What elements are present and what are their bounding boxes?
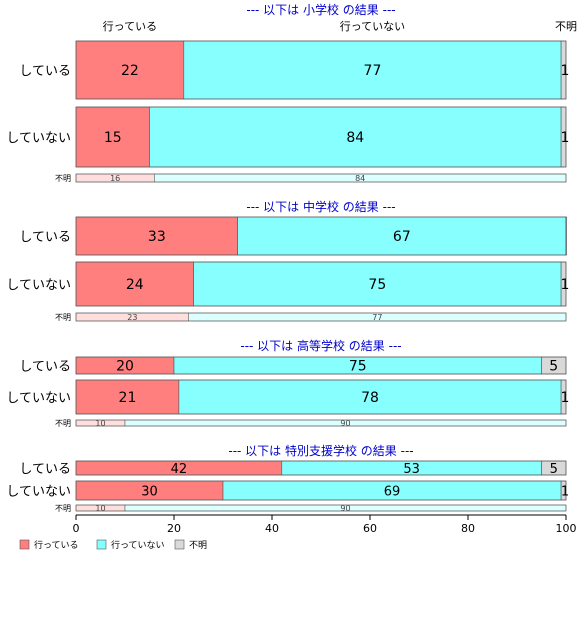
- data-label: 10: [95, 504, 105, 513]
- row-label: 不明: [55, 313, 71, 322]
- bar-frame: [75, 40, 567, 100]
- bar-frame: [75, 379, 567, 415]
- data-label: 42: [171, 462, 188, 477]
- legend-label: 不明: [189, 540, 207, 551]
- bar-frame: [75, 106, 567, 168]
- data-label: 20: [116, 359, 134, 375]
- bar-frame: [75, 356, 567, 375]
- bar-frame: [75, 504, 567, 512]
- data-label: 16: [110, 174, 120, 183]
- row-label: していない: [6, 485, 71, 500]
- data-label: 1: [561, 63, 570, 79]
- data-label: 69: [384, 485, 401, 500]
- data-label: 21: [119, 390, 137, 406]
- bar-frame: [75, 460, 567, 476]
- row-label: していない: [6, 131, 71, 146]
- x-tick-label: 40: [265, 522, 279, 535]
- data-label: 5: [550, 462, 558, 477]
- data-label: 78: [361, 390, 379, 406]
- section-title: --- 以下は 小学校 の結果 ---: [246, 2, 395, 17]
- section-title: --- 以下は 特別支援学校 の結果 ---: [228, 443, 413, 458]
- data-label: 1: [561, 390, 570, 406]
- legend-label: 行っていない: [111, 539, 165, 551]
- data-label: 75: [368, 277, 386, 293]
- data-label: 84: [355, 174, 365, 183]
- bar-frame: [75, 261, 567, 307]
- x-tick-label: 100: [556, 522, 577, 535]
- data-label: 90: [340, 504, 350, 513]
- row-label: している: [19, 360, 71, 375]
- data-label: 1: [561, 277, 570, 293]
- bar-frame: [75, 480, 567, 501]
- data-label: 53: [403, 462, 420, 477]
- row-label: 不明: [55, 419, 71, 428]
- section-title: --- 以下は 中学校 の結果 ---: [246, 199, 395, 214]
- legend-swatch: [96, 539, 107, 550]
- legend-swatch: [174, 539, 185, 550]
- row-label: 不明: [55, 174, 71, 183]
- data-label: 90: [340, 419, 350, 428]
- bar-frame: [75, 216, 567, 256]
- bar-segment: [75, 106, 150, 168]
- data-label: 23: [127, 313, 137, 322]
- data-label: 33: [148, 229, 166, 245]
- column-header: 行っていない: [340, 20, 405, 33]
- row-label: していない: [6, 391, 71, 406]
- section-title: --- 以下は 高等学校 の結果 ---: [240, 338, 401, 353]
- data-label: 5: [549, 359, 558, 375]
- legend-label: 行っている: [34, 539, 79, 551]
- bar-segment: [75, 40, 185, 100]
- bar-segment: [75, 216, 238, 256]
- data-label: 15: [104, 130, 122, 146]
- data-label: 77: [372, 313, 382, 322]
- bar-frame: [75, 419, 567, 427]
- x-tick-label: 80: [461, 522, 475, 535]
- legend-swatch: [19, 539, 30, 550]
- data-label: 24: [126, 277, 144, 293]
- x-tick-label: 0: [73, 522, 80, 535]
- row-label: していない: [6, 278, 71, 293]
- bar-segment: [193, 261, 562, 307]
- data-label: 1: [561, 485, 569, 500]
- data-label: 77: [364, 63, 382, 79]
- x-tick-label: 20: [167, 522, 181, 535]
- data-label: 10: [95, 419, 105, 428]
- data-label: 67: [393, 229, 411, 245]
- column-header: 行っている: [103, 20, 157, 33]
- row-label: 不明: [55, 504, 71, 513]
- bar-segment: [183, 40, 562, 100]
- row-label: している: [19, 64, 71, 79]
- row-label: している: [19, 462, 71, 477]
- column-header: 不明: [555, 20, 577, 33]
- data-label: 84: [346, 130, 364, 146]
- bar-frame: [75, 173, 567, 183]
- row-label: している: [19, 230, 71, 245]
- data-label: 22: [121, 63, 139, 79]
- data-label: 30: [141, 485, 158, 500]
- bar-segment: [75, 261, 194, 307]
- bar-segment: [237, 216, 567, 256]
- bar-frame: [75, 312, 567, 322]
- data-label: 1: [561, 130, 570, 146]
- bar-segment: [149, 106, 562, 168]
- data-label: 75: [349, 359, 367, 375]
- x-tick-label: 60: [363, 522, 377, 535]
